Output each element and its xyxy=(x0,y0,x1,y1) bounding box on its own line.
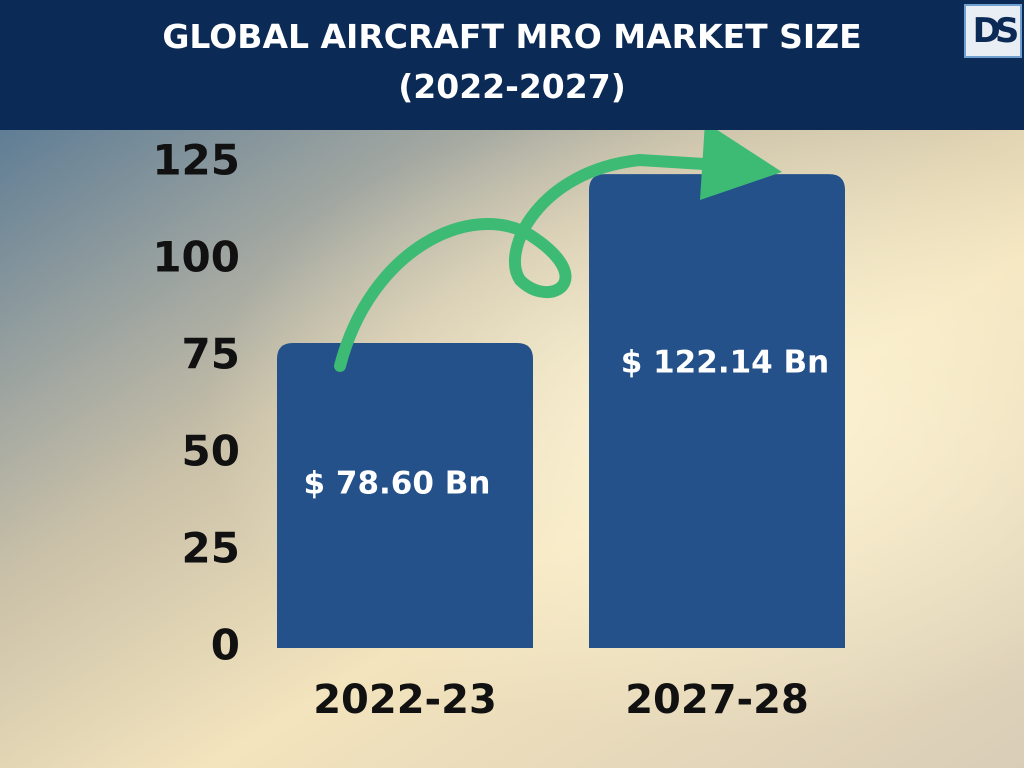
growth-arrow xyxy=(334,153,726,372)
growth-arrow-head xyxy=(700,122,782,200)
header: GLOBAL AIRCRAFT MRO MARKET SIZE (2022-20… xyxy=(0,0,1024,130)
x-tick-label: 2022-23 xyxy=(313,677,497,723)
y-tick-label: 100 xyxy=(152,233,240,282)
value-label: $ 122.14 Bn xyxy=(621,345,829,381)
value-label: $ 78.60 Bn xyxy=(304,466,491,502)
y-tick-label: 125 xyxy=(152,136,240,185)
y-tick-label: 25 xyxy=(182,524,240,573)
chart-title: GLOBAL AIRCRAFT MRO MARKET SIZE (2022-20… xyxy=(162,17,862,106)
y-tick-label: 50 xyxy=(182,427,240,476)
y-tick-label: 75 xyxy=(182,330,240,379)
y-tick-label: 0 xyxy=(211,621,240,670)
x-tick-label: 2027-28 xyxy=(625,677,809,723)
bar xyxy=(589,174,845,648)
logo: DS xyxy=(964,4,1022,58)
bar xyxy=(277,343,533,648)
